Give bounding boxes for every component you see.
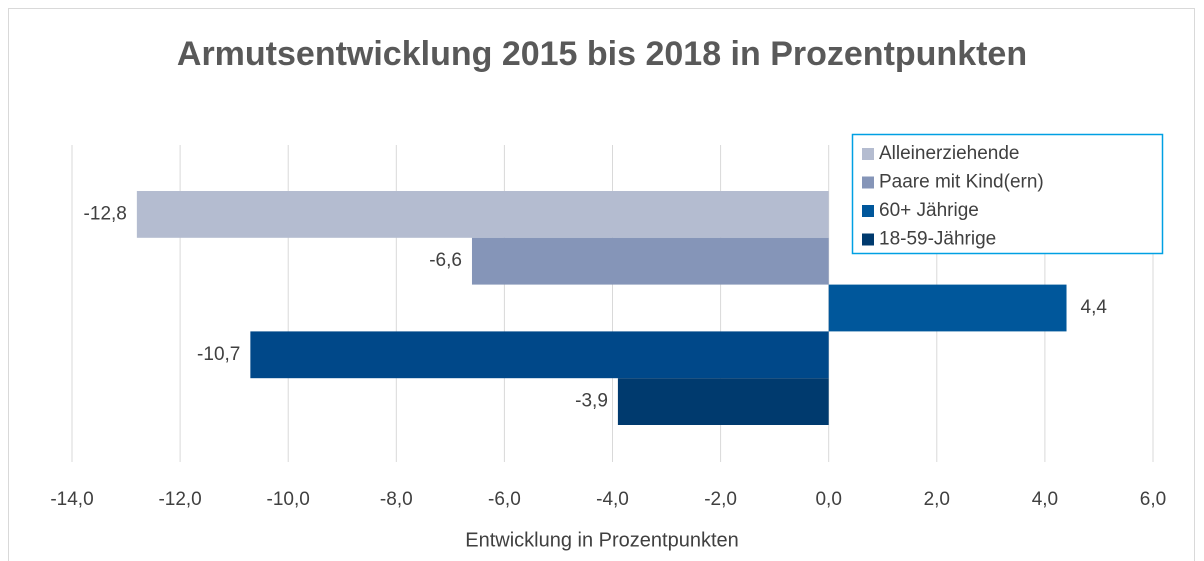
x-tick-label: 2,0 <box>924 489 950 510</box>
bar <box>471 237 829 285</box>
x-tick-label: -12,0 <box>158 489 201 510</box>
x-tick-label: -2,0 <box>704 489 737 510</box>
data-label: -3,9 <box>575 391 608 412</box>
data-label: -6,6 <box>429 250 462 271</box>
x-tick-label: 4,0 <box>1032 489 1058 510</box>
x-tick-label: -10,0 <box>267 489 310 510</box>
x-tick-label: -8,0 <box>380 489 413 510</box>
chart-title: Armutsentwicklung 2015 bis 2018 in Proze… <box>177 35 1027 73</box>
x-tick-label: 0,0 <box>815 489 841 510</box>
data-label: 4,4 <box>1081 297 1108 318</box>
legend-box <box>851 133 1164 255</box>
bar <box>136 191 829 238</box>
bar <box>250 331 829 379</box>
x-axis-title: Entwicklung in Prozentpunkten <box>465 529 739 551</box>
legend-swatch <box>862 148 874 160</box>
data-label: -10,7 <box>197 344 240 365</box>
x-tick-label: -14,0 <box>50 489 93 510</box>
legend-label: Paare mit Kind(ern) <box>879 172 1044 193</box>
legend-label: 60+ Jährige <box>879 200 979 221</box>
legend-swatch <box>862 176 874 189</box>
bar <box>617 378 829 425</box>
legend-swatch <box>862 233 874 246</box>
x-tick-label: -4,0 <box>596 489 629 510</box>
bar <box>828 284 1067 332</box>
x-tick-label: 6,0 <box>1140 489 1166 510</box>
legend-swatch <box>862 205 874 217</box>
legend-label: 18-59-Jährige <box>879 229 996 250</box>
legend-label: Alleinerziehende <box>879 143 1020 164</box>
x-tick-label: -6,0 <box>488 489 521 510</box>
data-label: -12,8 <box>84 203 127 224</box>
